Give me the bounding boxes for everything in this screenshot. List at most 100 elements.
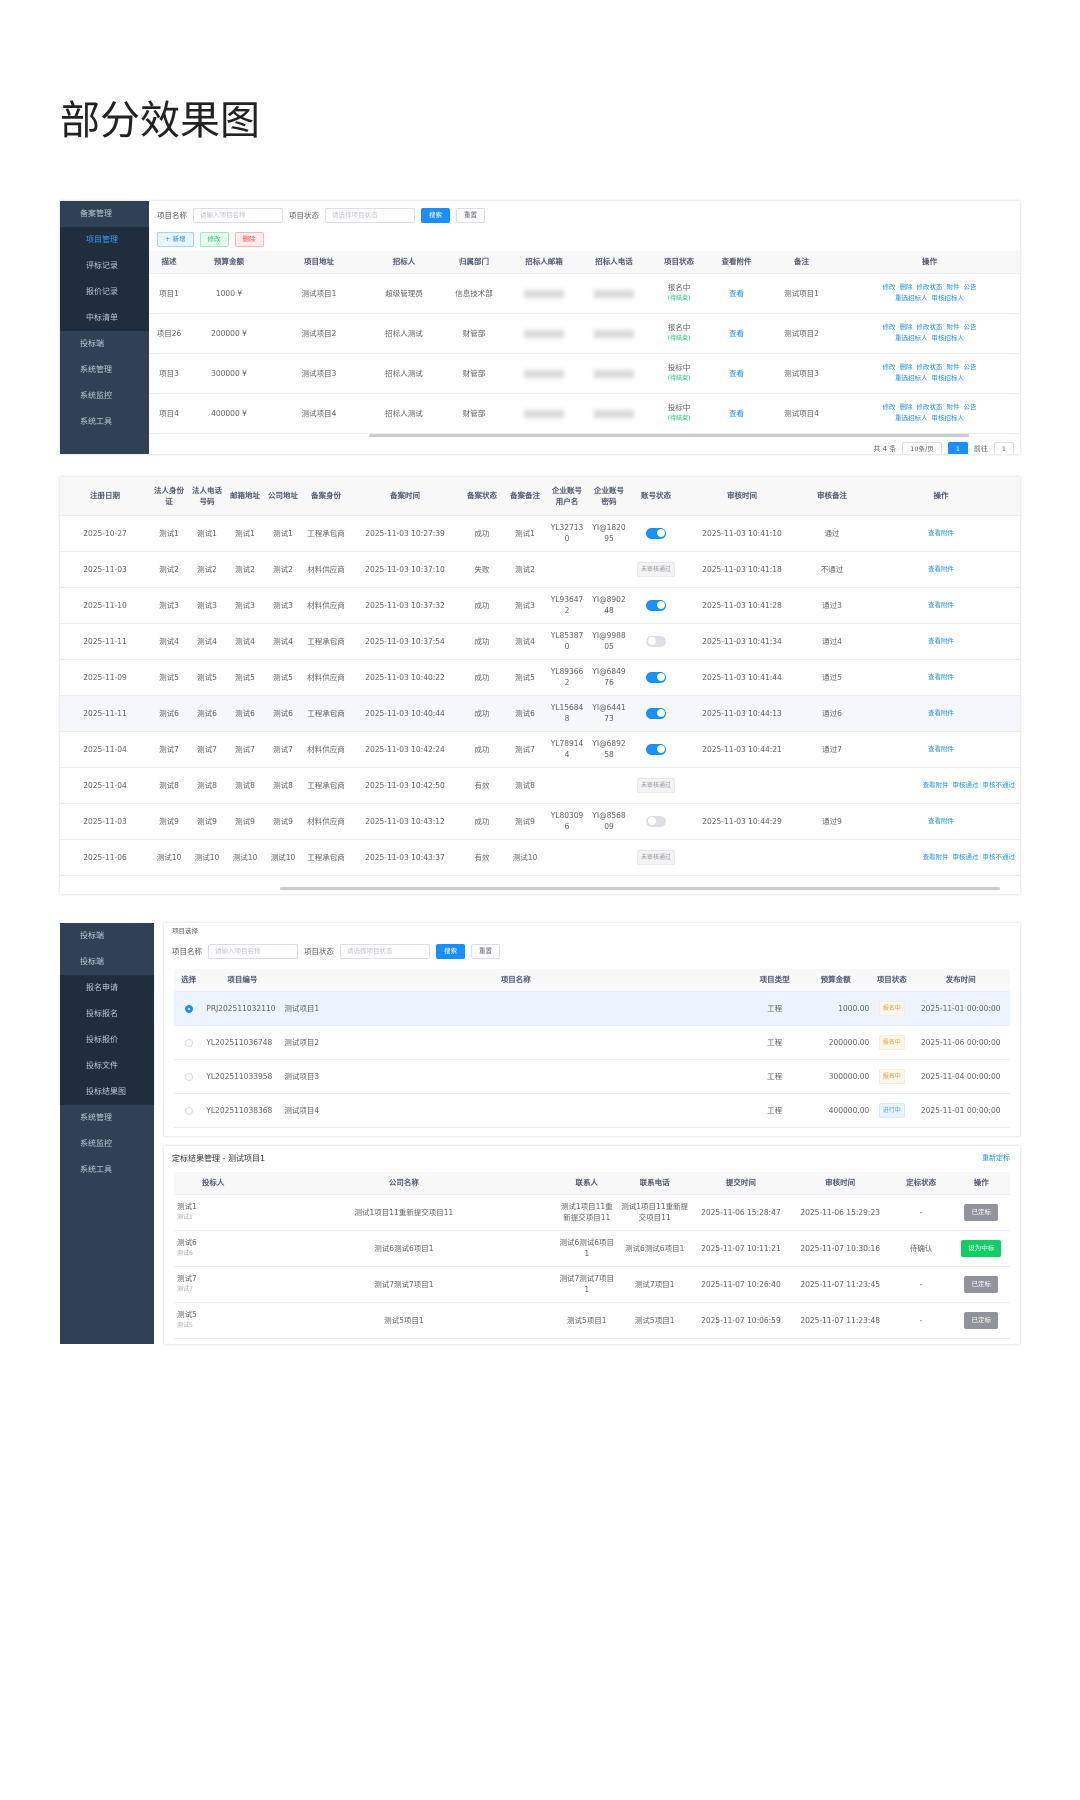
action-link[interactable]: 重选招标人 — [895, 374, 928, 382]
action-link[interactable]: 查看附件 — [928, 600, 954, 609]
menu-item[interactable]: 评标记录 — [60, 253, 149, 279]
search-button[interactable]: 搜索 — [421, 207, 450, 223]
action-link[interactable]: 审核招标人 — [931, 334, 965, 342]
action-button[interactable]: 已定标 — [964, 1311, 998, 1329]
action-link[interactable]: 重选招标人 — [895, 414, 928, 422]
radio[interactable] — [184, 1072, 193, 1081]
action-link[interactable]: 审核不通过 — [982, 852, 1016, 861]
menu-item[interactable]: 报价记录 — [60, 279, 149, 305]
action-link[interactable]: 重选招标人 — [895, 294, 928, 302]
action-link[interactable]: 修改 — [882, 283, 896, 291]
search-button[interactable]: 搜索 — [436, 943, 465, 959]
text-input[interactable]: 请输入项目名称 — [193, 207, 283, 223]
rebid-link[interactable]: 重新定标 — [982, 1154, 1010, 1162]
action-link[interactable]: 修改 — [882, 403, 896, 411]
filing-panel: 注册日期 法人身份证 法人电话号码 邮箱地址 公司地址 备案身份 备案时间 备案状态 备案备注企… — [60, 477, 1020, 894]
menu-item[interactable]: 系统监控 — [80, 391, 112, 400]
goto-input[interactable]: 1 — [993, 441, 1014, 454]
menu-item[interactable]: 投标端 — [80, 931, 104, 940]
action-link[interactable]: 附件 — [946, 363, 960, 371]
menu-item[interactable]: 投标端 — [80, 339, 104, 348]
action-link[interactable]: 附件 — [946, 323, 960, 331]
action-link[interactable]: 删除 — [899, 323, 913, 331]
action-link[interactable]: 查看附件 — [928, 636, 954, 645]
menu-item[interactable]: 投标报价 — [60, 1027, 154, 1053]
action-link[interactable]: 审核招标人 — [931, 294, 965, 302]
action-link[interactable]: 查看附件 — [928, 564, 954, 573]
menu-item[interactable]: 投标结果图 — [60, 1079, 154, 1105]
toggle-switch[interactable] — [646, 743, 666, 755]
table-body: 项目1 1000 ¥ 测试项目1 超级管理员 信息技术部 报名中 (待结束) 查看 测试项目1 修… — [149, 273, 1020, 434]
attachment-link[interactable]: 查看 — [729, 288, 744, 298]
menu-item[interactable]: 系统工具 — [80, 417, 112, 426]
action-button[interactable]: 已定标 — [964, 1203, 998, 1221]
action-link[interactable]: 修改 — [882, 363, 896, 371]
radio[interactable] — [184, 1004, 193, 1013]
reset-button[interactable]: 重置 — [471, 943, 500, 959]
action-link[interactable]: 删除 — [899, 403, 913, 411]
toggle-switch[interactable] — [646, 599, 666, 611]
radio[interactable] — [184, 1038, 193, 1047]
page-size[interactable]: 10条/页 — [902, 441, 942, 454]
action-link[interactable]: 公告 — [963, 403, 977, 411]
column-header: 备案身份 — [302, 477, 350, 516]
attachment-link[interactable]: 查看 — [729, 408, 744, 418]
menu-item[interactable]: 系统管理 — [80, 1113, 112, 1122]
action-link[interactable]: 修改状态 — [916, 403, 943, 411]
action-link[interactable]: 审核通过 — [952, 852, 979, 861]
menu-item[interactable]: 备案管理 — [80, 209, 112, 218]
attachment-link[interactable]: 查看 — [729, 368, 744, 378]
toggle-switch[interactable] — [646, 527, 666, 539]
radio[interactable] — [184, 1106, 193, 1115]
reset-button[interactable]: 重置 — [456, 207, 485, 223]
action-link[interactable]: 修改状态 — [916, 363, 943, 371]
select-input[interactable]: 请选择项目状态 — [340, 943, 430, 959]
action-link[interactable]: 查看附件 — [928, 744, 954, 753]
action-link[interactable]: 公告 — [963, 323, 977, 331]
action-link[interactable]: 审核通过 — [952, 780, 979, 789]
action-link[interactable]: 查看附件 — [922, 852, 949, 861]
menu-item[interactable]: 投标报名 — [60, 1001, 154, 1027]
toggle-switch[interactable] — [646, 671, 666, 683]
action-link[interactable]: 查看附件 — [928, 708, 954, 717]
toggle-switch[interactable] — [646, 635, 666, 647]
action-button[interactable]: 已定标 — [964, 1275, 998, 1293]
action-button[interactable]: 设为中标 — [961, 1239, 1002, 1257]
menu-item[interactable]: 中标清单 — [60, 305, 149, 331]
action-link[interactable]: 修改状态 — [916, 283, 943, 291]
action-link[interactable]: 查看附件 — [928, 816, 954, 825]
action-link[interactable]: 审核不通过 — [982, 780, 1016, 789]
action-link[interactable]: 审核招标人 — [931, 414, 965, 422]
action-link[interactable]: 附件 — [946, 283, 960, 291]
action-link[interactable]: 修改状态 — [916, 323, 943, 331]
action-link[interactable]: 公告 — [963, 283, 977, 291]
text-input[interactable]: 请输入项目名称 — [208, 943, 298, 959]
select-input[interactable]: 请选择项目状态 — [325, 207, 415, 223]
menu-item[interactable]: 投标文件 — [60, 1053, 154, 1079]
action-link[interactable]: 公告 — [963, 363, 977, 371]
page-number[interactable]: 1 — [947, 441, 968, 454]
menu-item[interactable]: 项目管理 — [60, 227, 149, 253]
menu-item[interactable]: 投标端 — [80, 957, 104, 966]
action-link[interactable]: 查看附件 — [922, 780, 949, 789]
action-link[interactable]: 删除 — [899, 363, 913, 371]
action-link[interactable]: 删除 — [899, 283, 913, 291]
action-link[interactable]: 附件 — [946, 403, 960, 411]
cell: 2025-11-03 10:40:22 — [350, 659, 460, 696]
action-link[interactable]: 审核招标人 — [931, 374, 965, 382]
toggle-switch[interactable] — [646, 815, 666, 827]
menu-item[interactable]: 系统监控 — [80, 1139, 112, 1148]
cell: 300000.00 — [799, 1059, 873, 1094]
menu-item[interactable]: 报名申请 — [60, 975, 154, 1001]
action-link[interactable]: 重选招标人 — [895, 334, 928, 342]
toolbar-button[interactable]: + 新增 — [157, 231, 194, 247]
toggle-switch[interactable] — [646, 707, 666, 719]
action-link[interactable]: 修改 — [882, 323, 896, 331]
action-link[interactable]: 查看附件 — [928, 672, 954, 681]
toolbar-button[interactable]: 修改 — [199, 231, 229, 247]
attachment-link[interactable]: 查看 — [729, 328, 744, 338]
action-link[interactable]: 查看附件 — [928, 528, 954, 537]
toolbar-button[interactable]: 删除 — [234, 231, 264, 247]
menu-item[interactable]: 系统管理 — [80, 365, 112, 374]
menu-item[interactable]: 系统工具 — [80, 1165, 112, 1174]
